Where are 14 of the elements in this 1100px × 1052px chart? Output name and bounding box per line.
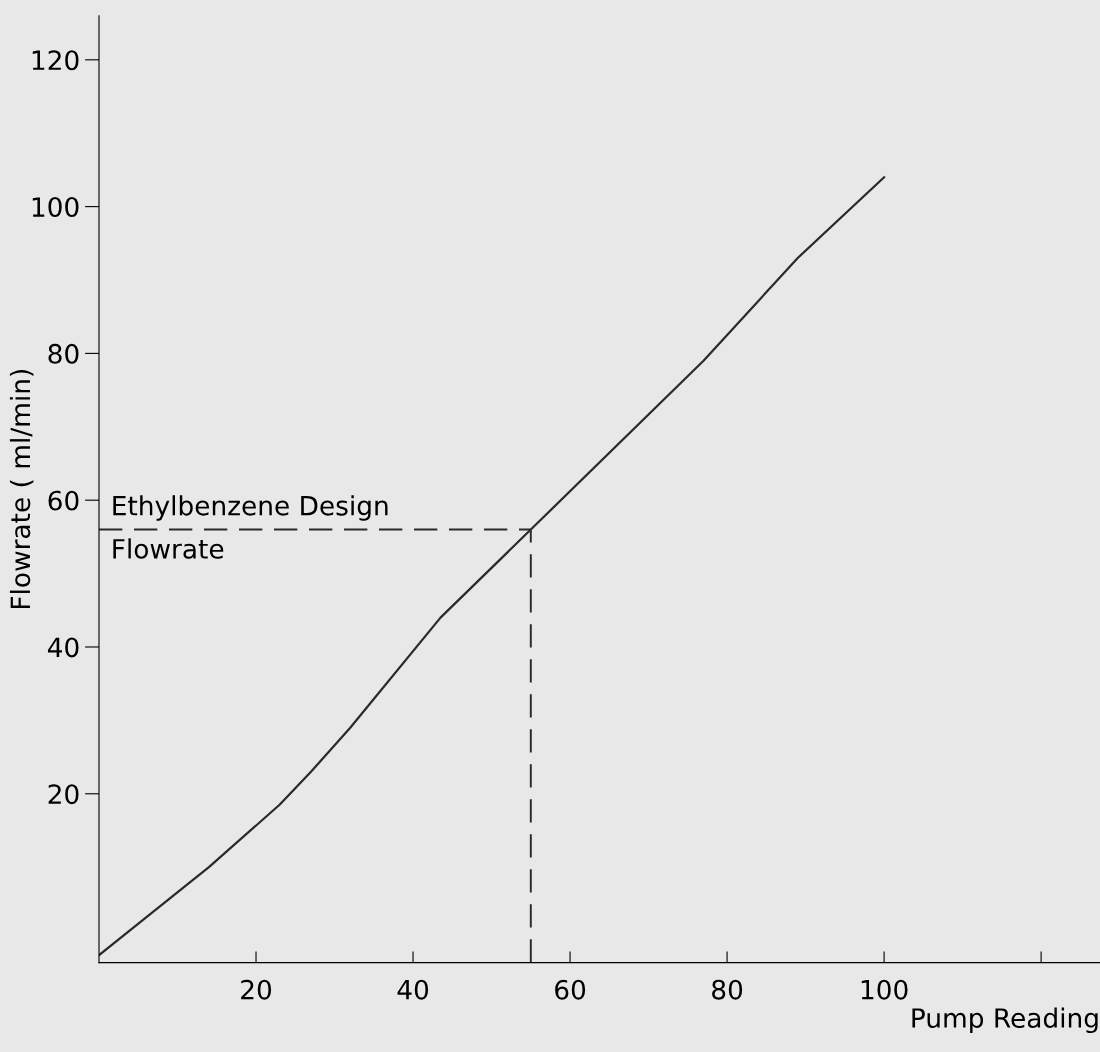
- y-tick-label: 40: [47, 637, 79, 658]
- y-tick-label: 120: [32, 50, 79, 71]
- y-tick-label: 20: [48, 784, 79, 805]
- y-tick-label: 100: [32, 197, 79, 218]
- x-tick-label: 100: [861, 979, 908, 1000]
- y-tick-label: 60: [48, 490, 79, 511]
- x-tick-label: 40: [397, 979, 429, 1000]
- x-tick-label: 20: [241, 979, 272, 1000]
- y-tick-label: 80: [48, 343, 79, 364]
- x-tick-label: 80: [712, 979, 743, 1000]
- x-tick-label: 60: [555, 979, 586, 1000]
- ref-line-label: Ethylbenzene Design Flowrate: [113, 495, 388, 559]
- y-axis-title: Flowrate ( ml/min): [9, 369, 34, 609]
- x-axis-title: Pump Reading: [912, 1007, 1098, 1034]
